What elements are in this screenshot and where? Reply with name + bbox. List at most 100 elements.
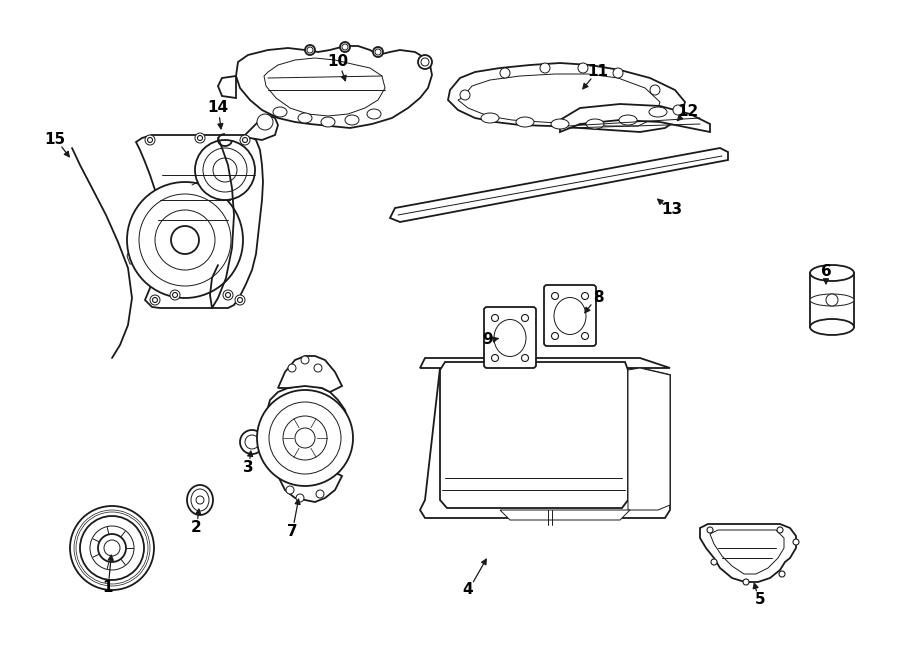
Ellipse shape	[649, 107, 667, 117]
Circle shape	[90, 526, 134, 570]
Ellipse shape	[191, 489, 209, 511]
Text: 5: 5	[755, 592, 765, 607]
Circle shape	[305, 45, 315, 55]
Circle shape	[491, 315, 499, 321]
Circle shape	[213, 158, 237, 182]
Text: 10: 10	[328, 54, 348, 69]
Circle shape	[793, 539, 799, 545]
Circle shape	[70, 506, 154, 590]
Circle shape	[418, 55, 432, 69]
Ellipse shape	[494, 319, 526, 356]
Text: 2: 2	[191, 520, 202, 535]
Circle shape	[578, 63, 588, 73]
Ellipse shape	[810, 294, 854, 306]
Circle shape	[707, 527, 713, 533]
Circle shape	[779, 571, 785, 577]
Circle shape	[342, 44, 348, 50]
Polygon shape	[810, 273, 854, 327]
Circle shape	[521, 354, 528, 362]
Circle shape	[316, 490, 324, 498]
Circle shape	[500, 68, 510, 78]
Circle shape	[613, 68, 623, 78]
Ellipse shape	[810, 265, 854, 281]
Circle shape	[581, 332, 589, 340]
Circle shape	[340, 42, 350, 52]
Circle shape	[127, 182, 243, 298]
Circle shape	[195, 133, 205, 143]
Circle shape	[145, 135, 155, 145]
Text: 9: 9	[482, 332, 493, 348]
Circle shape	[257, 114, 273, 130]
Polygon shape	[420, 358, 670, 368]
Text: 3: 3	[243, 461, 253, 475]
Polygon shape	[136, 135, 263, 308]
Circle shape	[421, 58, 429, 66]
Polygon shape	[127, 248, 140, 264]
Text: 14: 14	[207, 100, 229, 116]
Ellipse shape	[619, 115, 637, 125]
Circle shape	[240, 430, 264, 454]
Polygon shape	[500, 510, 630, 520]
Ellipse shape	[321, 117, 335, 127]
Circle shape	[152, 297, 158, 303]
Circle shape	[288, 364, 296, 372]
Circle shape	[283, 416, 327, 460]
Circle shape	[581, 293, 589, 299]
Polygon shape	[262, 386, 348, 482]
Circle shape	[238, 297, 242, 303]
Circle shape	[197, 136, 202, 141]
Circle shape	[552, 293, 559, 299]
Circle shape	[104, 540, 120, 556]
Circle shape	[286, 486, 294, 494]
Circle shape	[269, 402, 341, 474]
Circle shape	[307, 47, 313, 53]
Circle shape	[521, 315, 528, 321]
Circle shape	[375, 49, 381, 55]
Circle shape	[245, 435, 259, 449]
Text: 6: 6	[821, 264, 832, 280]
Circle shape	[777, 527, 783, 533]
Circle shape	[173, 293, 177, 297]
Text: 1: 1	[103, 580, 113, 596]
Circle shape	[491, 354, 499, 362]
Polygon shape	[390, 148, 728, 222]
Circle shape	[203, 148, 247, 192]
Text: 7: 7	[287, 524, 297, 539]
Circle shape	[171, 226, 199, 254]
Ellipse shape	[810, 319, 854, 335]
Polygon shape	[264, 58, 385, 116]
Polygon shape	[218, 76, 236, 98]
Circle shape	[295, 428, 315, 448]
Polygon shape	[440, 362, 628, 508]
Circle shape	[650, 85, 660, 95]
Circle shape	[98, 534, 126, 562]
Polygon shape	[628, 368, 670, 510]
Ellipse shape	[187, 485, 213, 515]
Text: 11: 11	[588, 65, 608, 79]
Circle shape	[826, 294, 838, 306]
Polygon shape	[560, 104, 710, 132]
Circle shape	[80, 516, 144, 580]
Circle shape	[552, 332, 559, 340]
Circle shape	[242, 137, 248, 143]
Text: 12: 12	[678, 104, 698, 120]
Circle shape	[170, 290, 180, 300]
Circle shape	[460, 90, 470, 100]
Circle shape	[301, 356, 309, 364]
Ellipse shape	[367, 109, 381, 119]
FancyBboxPatch shape	[544, 285, 596, 346]
Polygon shape	[244, 432, 262, 450]
Circle shape	[195, 140, 255, 200]
Polygon shape	[458, 74, 660, 126]
Circle shape	[150, 295, 160, 305]
Circle shape	[139, 194, 231, 286]
Polygon shape	[236, 46, 432, 128]
Ellipse shape	[273, 107, 287, 117]
Polygon shape	[448, 63, 685, 132]
Circle shape	[673, 105, 683, 115]
Text: 13: 13	[662, 202, 682, 217]
FancyBboxPatch shape	[484, 307, 536, 368]
Circle shape	[148, 137, 152, 143]
Circle shape	[223, 290, 233, 300]
Circle shape	[314, 364, 322, 372]
